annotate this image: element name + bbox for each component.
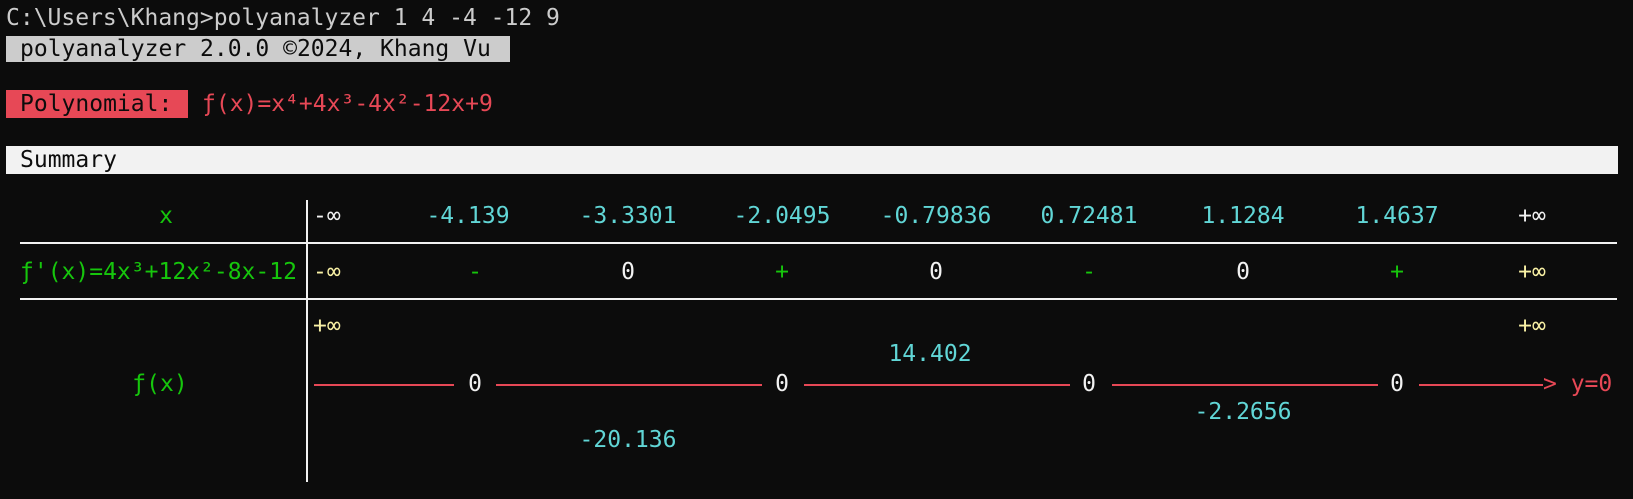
x-value: +∞ [1518,203,1546,229]
f-local-min: -20.136 [579,427,677,453]
table-column-divider [306,200,308,482]
derivative-row-label: ƒ'(x)=4x³+12x²-8x-12 [20,259,297,285]
arrow-segment [496,384,762,386]
x-row-label: x [159,203,173,229]
version-banner: polyanalyzer 2.0.0 ©2024, Khang Vu [6,36,510,62]
polynomial-expression: ƒ(x)=x⁴+4x³-4x²-12x+9 [202,91,493,117]
derivative-sign: +∞ [1518,259,1546,285]
x-value: -3.3301 [579,203,677,229]
function-row-label: ƒ(x) [132,371,188,397]
f-local-min: -2.2656 [1194,399,1292,425]
arrow-segment [804,384,1070,386]
f-local-max: 14.402 [888,341,972,367]
x-value: -2.0495 [733,203,831,229]
table-divider [20,242,1617,244]
derivative-sign: 0 [1236,259,1250,285]
derivative-sign: 0 [621,259,635,285]
x-value: -0.79836 [880,203,992,229]
x-value: 1.1284 [1201,203,1285,229]
f-limit-right: +∞ [1518,313,1546,339]
arrow-segment [314,384,454,386]
x-value: -∞ [313,203,341,229]
derivative-sign: + [775,259,789,285]
table-divider [20,298,1617,300]
command-prompt-line: C:\Users\Khang>polyanalyzer 1 4 -4 -12 9 [6,5,560,31]
derivative-sign: 0 [929,259,943,285]
x-value: 0.72481 [1040,203,1138,229]
f-root: 0 [1082,371,1096,397]
asymptote-label: > y=0 [1543,371,1613,397]
derivative-sign: - [1082,259,1096,285]
derivative-sign: -∞ [313,259,341,285]
f-root: 0 [1390,371,1404,397]
polynomial-label: Polynomial: [6,90,188,118]
x-value: 1.4637 [1355,203,1439,229]
derivative-sign: - [468,259,482,285]
arrow-segment [1112,384,1378,386]
arrow-segment [1419,384,1543,386]
x-value: -4.139 [426,203,510,229]
summary-header: Summary [6,146,1618,174]
f-limit-left: +∞ [313,313,341,339]
derivative-sign: + [1390,259,1404,285]
f-root: 0 [468,371,482,397]
f-root: 0 [775,371,789,397]
